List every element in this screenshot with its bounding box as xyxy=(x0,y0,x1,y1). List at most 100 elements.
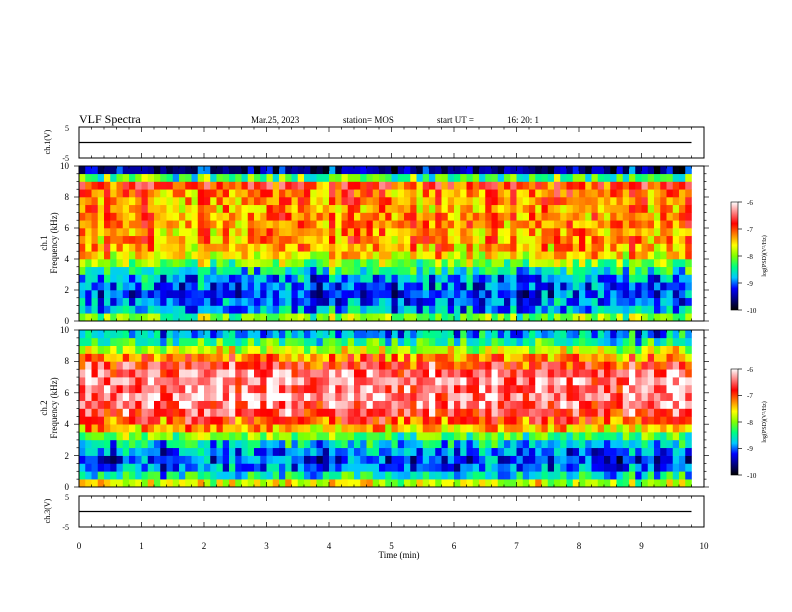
spectrogram-cell xyxy=(91,479,99,488)
spectrogram-cell xyxy=(141,251,149,260)
spectrogram-cell xyxy=(316,228,324,237)
spectrogram-cell xyxy=(191,337,199,346)
spectrogram-cell xyxy=(229,408,236,417)
spectrogram-cell xyxy=(166,197,174,206)
spectrogram-cell xyxy=(660,384,667,394)
spectrogram-cell xyxy=(616,432,624,441)
spectrogram-cell xyxy=(397,204,405,213)
spectrogram-cell xyxy=(372,290,380,299)
spectrogram-cell xyxy=(372,173,380,182)
spectrogram-cell xyxy=(304,479,311,488)
spectrogram-cell xyxy=(104,330,111,339)
spectrogram-cell xyxy=(241,173,249,182)
spectrogram-cell xyxy=(385,313,392,322)
spectrogram-cell xyxy=(491,337,499,346)
spectrogram-cell xyxy=(229,251,236,260)
spectrogram-cell xyxy=(685,392,692,401)
spectrogram-cell xyxy=(147,439,155,449)
spectrogram-cell xyxy=(160,424,167,433)
spectrogram-cell xyxy=(310,416,317,425)
spectrogram-cell xyxy=(272,447,280,456)
spectrogram-cell xyxy=(272,274,280,283)
spectrogram-cell xyxy=(672,463,680,472)
spectrogram-cell xyxy=(422,212,430,221)
spectrogram-cell xyxy=(85,228,92,237)
spectrogram-cell xyxy=(616,228,624,237)
spectrogram-cell xyxy=(447,463,455,472)
spectrogram-cell xyxy=(110,463,117,472)
spectrogram-cell xyxy=(666,181,674,190)
spectrogram-cell xyxy=(391,313,399,322)
spectrogram-cell xyxy=(166,337,174,346)
spectrogram-cell xyxy=(579,166,586,175)
spectrogram-cell xyxy=(572,212,580,221)
cb1-tick-m6: -6 xyxy=(747,199,753,207)
spectrogram-cell xyxy=(529,235,536,244)
spectrogram-cell xyxy=(529,204,536,213)
station-label: station= MOS xyxy=(343,115,394,125)
spectrogram-cell xyxy=(266,173,274,182)
spectrogram-cell xyxy=(379,361,386,370)
spectrogram-cell xyxy=(129,361,136,370)
spectrogram-cell xyxy=(254,228,261,237)
spectrogram-cell xyxy=(554,204,561,213)
spectrogram-cell xyxy=(616,313,624,322)
spectrogram-cell xyxy=(385,274,392,283)
spectrogram-cell xyxy=(410,204,417,213)
spectrogram-cell xyxy=(160,259,167,268)
spectrogram-cell xyxy=(435,400,442,409)
spectrogram-cell xyxy=(360,361,367,370)
spectrogram-cell xyxy=(385,463,392,472)
spectrogram-cell xyxy=(616,220,624,229)
spectrogram-cell xyxy=(604,243,611,252)
spectrogram-cell xyxy=(254,471,261,480)
spectrogram-cell xyxy=(635,455,642,464)
spectrogram-cell xyxy=(272,463,280,472)
spectrogram-cell xyxy=(185,181,192,190)
spectrogram-cell xyxy=(322,259,330,268)
spectrogram-cell xyxy=(597,212,605,221)
spectrogram-cell xyxy=(685,424,692,433)
spectrogram-cell xyxy=(685,369,692,378)
spectrogram-cell xyxy=(535,447,542,456)
spectrogram-cell xyxy=(597,353,605,362)
spectrogram-cell xyxy=(216,337,224,346)
spectrogram-cell xyxy=(585,251,592,260)
spectrogram-cell xyxy=(266,266,274,275)
spectrogram-cell xyxy=(541,173,549,182)
spectrogram-cell xyxy=(491,353,499,362)
spectrogram-cell xyxy=(485,181,492,190)
spectrogram-cell xyxy=(166,439,174,449)
spectrogram-cell xyxy=(285,337,292,346)
spectrogram-cell xyxy=(497,220,505,229)
spectrogram-cell xyxy=(604,455,611,464)
spectrogram-cell xyxy=(397,181,405,190)
spectrogram-cell xyxy=(297,313,305,322)
spectrogram-cell xyxy=(629,313,636,322)
spectrogram-cell xyxy=(97,416,105,425)
spectrogram-cell xyxy=(160,471,167,480)
spectrogram-cell xyxy=(679,212,686,221)
spectrogram-cell xyxy=(435,204,442,213)
spectrogram-cell xyxy=(404,189,411,198)
spectrogram-cell xyxy=(460,197,467,206)
spectrogram-cell xyxy=(485,424,492,433)
spectrogram-cell xyxy=(597,235,605,244)
spectrogram-cell xyxy=(491,274,499,283)
spectrogram-cell xyxy=(635,471,642,480)
spectrogram-cell xyxy=(597,243,605,252)
spectrogram-cell xyxy=(216,274,224,283)
spectrogram-cell xyxy=(360,228,367,237)
spectrogram-cell xyxy=(441,235,449,244)
spectrogram-cell xyxy=(229,259,236,268)
spectrogram-cell xyxy=(241,197,249,206)
spectrogram-cell xyxy=(560,274,567,283)
spectrogram-cell xyxy=(141,297,149,306)
spectrogram-cell xyxy=(422,463,430,472)
spectrogram-cell xyxy=(291,432,299,441)
spectrogram-cell xyxy=(629,369,636,378)
spectrogram-cell xyxy=(510,204,517,213)
spectrogram-cell xyxy=(597,392,605,401)
spectrogram-cell xyxy=(185,447,192,456)
spectrogram-cell xyxy=(154,297,161,306)
